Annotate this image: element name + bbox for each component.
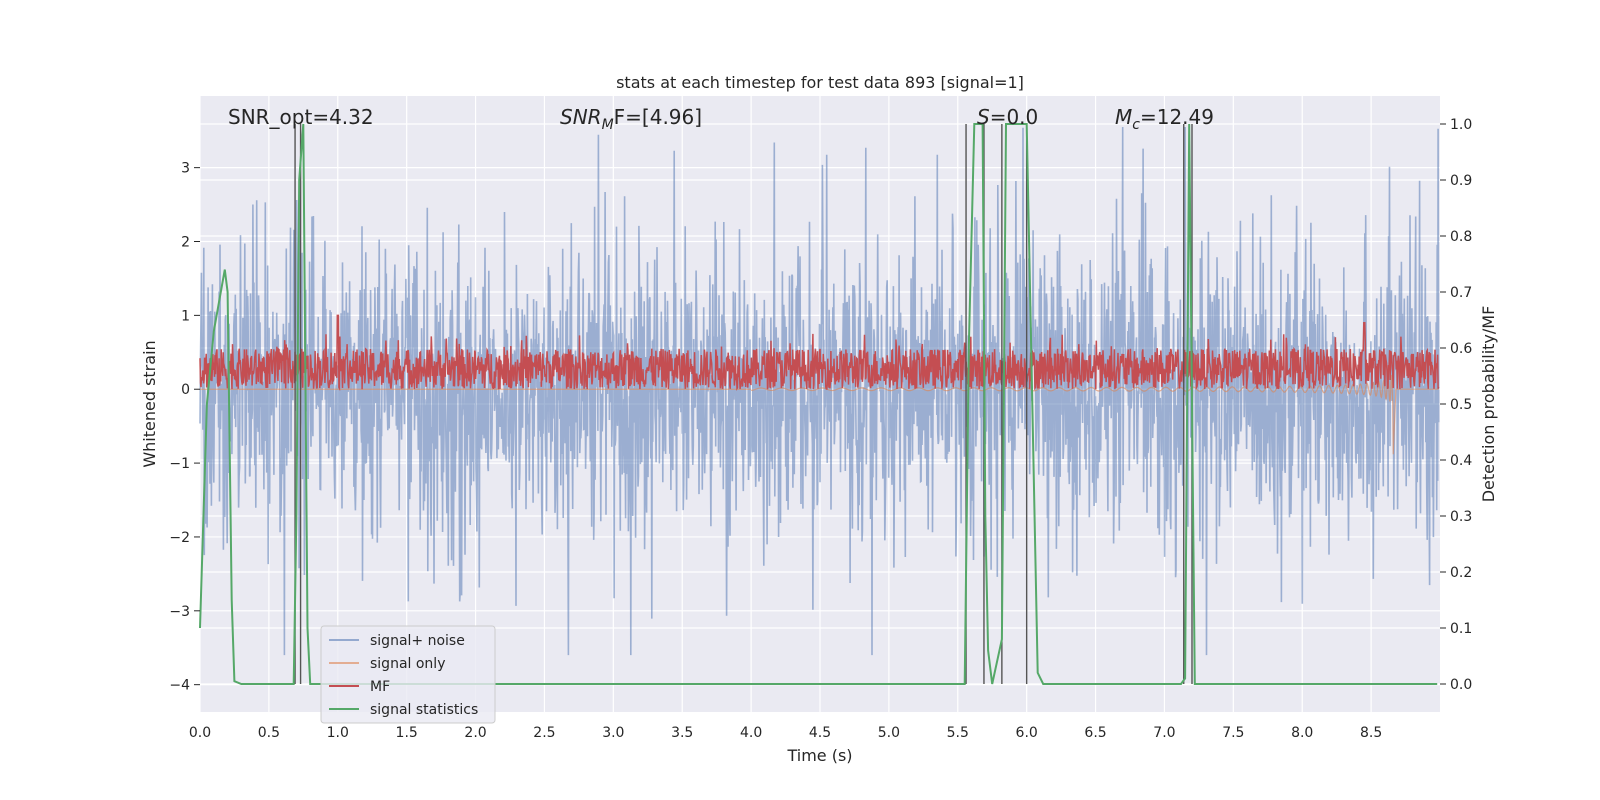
mf-line bbox=[199, 314, 1440, 392]
y-left-tick-label: 2 bbox=[181, 235, 190, 251]
annotation-snr-opt: SNR_opt=4.32 bbox=[228, 105, 374, 129]
x-tick-label: 2.5 bbox=[533, 725, 555, 741]
x-tick-label: 6.0 bbox=[1016, 725, 1038, 741]
y-right-tick-label: 0.2 bbox=[1450, 565, 1472, 581]
annotation-s: S=0.0 bbox=[977, 105, 1038, 129]
x-tick-label: 2.0 bbox=[464, 725, 486, 741]
y-left-tick-label: −4 bbox=[169, 678, 190, 694]
y-left-tick-label: −1 bbox=[169, 456, 190, 472]
x-tick-label: 1.0 bbox=[327, 725, 349, 741]
y-right-tick-label: 0.6 bbox=[1450, 341, 1472, 357]
y-left-tick-label: −3 bbox=[169, 604, 190, 620]
legend-label-signal-only: signal only bbox=[370, 656, 445, 672]
legend-label-signal-noise: signal+ noise bbox=[370, 633, 465, 649]
y-right-tick-label: 0.9 bbox=[1450, 173, 1472, 189]
y-right-axis-label: Detection probability/MF bbox=[1479, 306, 1498, 503]
x-tick-label: 6.5 bbox=[1084, 725, 1106, 741]
x-axis-label: Time (s) bbox=[786, 746, 852, 765]
y-right-tick-labels: 0.0 0.1 0.2 0.3 0.4 0.5 0.6 0.7 0.8 0.9 1.0 bbox=[1440, 117, 1472, 693]
y-right-tick-label: 0.3 bbox=[1450, 509, 1472, 525]
y-right-tick-label: 0.0 bbox=[1450, 677, 1472, 693]
y-left-tick-label: −2 bbox=[169, 530, 190, 546]
x-tick-label: 4.0 bbox=[740, 725, 762, 741]
y-right-tick-label: 0.8 bbox=[1450, 229, 1472, 245]
x-tick-label: 3.0 bbox=[602, 725, 624, 741]
series-mf bbox=[199, 314, 1440, 392]
legend-label-signal-statistics: signal statistics bbox=[370, 702, 478, 718]
legend-label-mf: MF bbox=[370, 679, 390, 695]
series-signal-statistics bbox=[199, 123, 1438, 685]
x-tick-label: 3.5 bbox=[671, 725, 693, 741]
y-left-tick-label: 0 bbox=[181, 382, 190, 398]
x-tick-label: 5.5 bbox=[947, 725, 969, 741]
y-right-tick-label: 0.5 bbox=[1450, 397, 1472, 413]
x-tick-label: 0.0 bbox=[189, 725, 211, 741]
y-left-axis-label: Whitened strain bbox=[140, 340, 159, 467]
annotation-snr-mf: SNRMF=[4.96] bbox=[560, 105, 702, 133]
y-right-tick-label: 1.0 bbox=[1450, 117, 1472, 133]
x-tick-label: 8.5 bbox=[1360, 725, 1382, 741]
y-left-tick-label: 3 bbox=[181, 161, 190, 177]
annotation-mc: Mc=12.49 bbox=[1115, 105, 1214, 133]
x-tick-labels: 0.0 0.5 1.0 1.5 2.0 2.5 3.0 3.5 4.0 4.5 5.0 5.5 6.0 6… bbox=[189, 725, 1382, 741]
y-left-tick-label: 1 bbox=[181, 308, 190, 324]
legend: signal+ noise signal only MF signal stat… bbox=[320, 625, 496, 724]
x-tick-label: 7.5 bbox=[1222, 725, 1244, 741]
y-right-tick-label: 0.1 bbox=[1450, 621, 1472, 637]
chart-title: stats at each timestep for test data 893… bbox=[616, 73, 1024, 92]
x-tick-label: 1.5 bbox=[396, 725, 418, 741]
y-left-tick-labels: −4 −3 −2 −1 0 1 2 3 bbox=[169, 161, 200, 694]
x-tick-label: 5.0 bbox=[878, 725, 900, 741]
y-right-tick-label: 0.4 bbox=[1450, 453, 1472, 469]
y-right-tick-label: 0.7 bbox=[1450, 285, 1472, 301]
x-tick-label: 7.0 bbox=[1153, 725, 1175, 741]
x-tick-label: 8.0 bbox=[1291, 725, 1313, 741]
x-tick-label: 0.5 bbox=[258, 725, 280, 741]
x-tick-label: 4.5 bbox=[809, 725, 831, 741]
legend-box bbox=[320, 625, 496, 724]
signal-statistics-line bbox=[199, 123, 1438, 685]
